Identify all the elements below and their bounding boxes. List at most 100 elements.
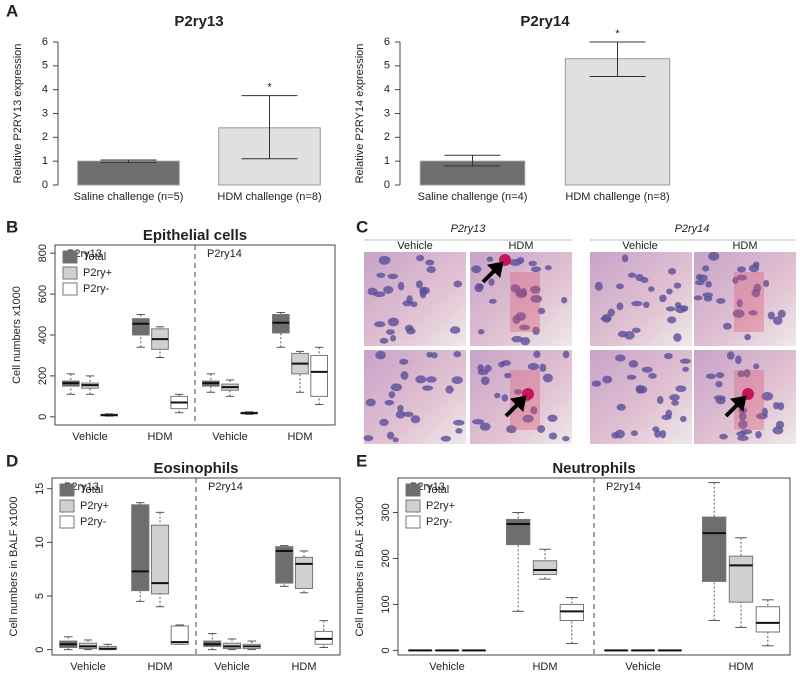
nucleus: [673, 333, 682, 342]
nucleus: [471, 265, 482, 274]
nucleus: [536, 425, 546, 433]
nucleus: [425, 259, 435, 266]
nucleus: [635, 384, 645, 394]
y-tick-label: 5: [384, 60, 390, 72]
nucleus: [375, 350, 386, 360]
x-tick-label: HDM challenge (n=8): [217, 191, 321, 203]
box: [272, 314, 290, 334]
y-axis-label: Relative P2RY13 expression: [12, 44, 24, 184]
nucleus: [474, 283, 484, 293]
nucleus: [640, 277, 649, 283]
panel-label: C: [356, 217, 368, 236]
nucleus: [501, 394, 509, 402]
legend-swatch: [405, 483, 421, 497]
nucleus: [425, 376, 437, 383]
panel-label: B: [6, 217, 18, 236]
legend-swatch: [59, 483, 75, 497]
group-label: P2ry14: [606, 481, 641, 493]
y-axis-label: Cell numbers x1000: [11, 286, 23, 384]
nucleus: [726, 351, 735, 360]
nucleus: [665, 306, 676, 312]
nucleus: [698, 274, 708, 282]
x-tick-label: Saline challenge (n=5): [74, 191, 184, 203]
nucleus: [548, 432, 558, 440]
nucleus: [737, 370, 745, 378]
panel-label: E: [356, 451, 367, 470]
nucleus: [705, 373, 716, 379]
nucleus: [748, 310, 758, 316]
arrow: [504, 395, 527, 418]
nucleus: [743, 368, 751, 378]
nucleus: [715, 380, 723, 388]
legend-swatch: [59, 515, 75, 529]
y-tick-label: 3: [384, 107, 390, 119]
nucleus: [631, 300, 643, 307]
nucleus: [708, 251, 720, 261]
y-tick-label: 6: [384, 36, 390, 48]
y-tick-label: 0: [42, 179, 48, 191]
nucleus: [515, 312, 527, 321]
nucleus: [395, 410, 406, 419]
nucleus: [761, 392, 774, 401]
error-bar: [100, 159, 157, 163]
condition-label: Vehicle: [397, 240, 432, 252]
nucleus: [773, 316, 783, 325]
x-tick-label: Vehicle: [214, 661, 249, 673]
nucleus: [753, 363, 760, 370]
nucleus: [682, 366, 689, 372]
nucleus: [445, 385, 454, 394]
nucleus: [406, 327, 416, 335]
nucleus: [376, 272, 386, 278]
y-axis-label: Cell numbers in BALF x1000: [8, 496, 20, 636]
nucleus: [426, 266, 436, 274]
nucleus: [390, 383, 403, 392]
nucleus: [384, 399, 395, 406]
legend-label: P2ry+: [426, 500, 455, 512]
nucleus: [732, 277, 739, 284]
y-tick-label: 1: [42, 155, 48, 167]
y-tick-label: 0: [34, 647, 46, 653]
nucleus: [386, 329, 395, 336]
y-tick-label: 5: [42, 60, 48, 72]
nucleus: [387, 273, 399, 280]
y-tick-label: 5: [34, 593, 46, 599]
nucleus: [736, 431, 747, 437]
nucleus: [365, 398, 376, 407]
y-tick-label: 2: [384, 131, 390, 143]
legend-label: P2ry+: [80, 500, 109, 512]
nucleus: [402, 300, 413, 307]
nucleus: [400, 371, 409, 380]
error-bar: [444, 154, 501, 167]
nucleus: [736, 299, 743, 308]
eosin: [510, 272, 540, 332]
nucleus: [518, 324, 531, 331]
annotation: *: [267, 82, 272, 94]
nucleus: [374, 321, 386, 328]
nucleus: [626, 374, 637, 380]
legend-label: P2ry+: [83, 267, 112, 279]
nucleus: [763, 280, 770, 288]
nucleus: [430, 352, 438, 359]
nucleus: [494, 392, 501, 399]
nucleus: [767, 311, 775, 320]
nucleus: [379, 337, 389, 344]
y-tick-label: 0: [380, 647, 392, 653]
nucleus: [737, 266, 746, 273]
nucleus: [642, 301, 650, 309]
legend-label: Total: [83, 251, 106, 263]
nucleus: [648, 373, 657, 379]
x-tick-label: HDM: [147, 661, 172, 673]
box: [506, 518, 531, 546]
gene-label: P2ry14: [675, 223, 710, 235]
group-label: P2ry14: [208, 481, 243, 493]
condition-label: HDM: [732, 240, 757, 252]
nucleus: [705, 280, 712, 288]
y-tick-label: 200: [37, 367, 49, 385]
y-axis-label: Relative P2RY14 expression: [354, 44, 366, 184]
nucleus: [627, 272, 637, 278]
nucleus: [601, 313, 612, 323]
nucleus: [561, 296, 568, 304]
box: [532, 560, 558, 576]
nucleus: [614, 354, 626, 362]
